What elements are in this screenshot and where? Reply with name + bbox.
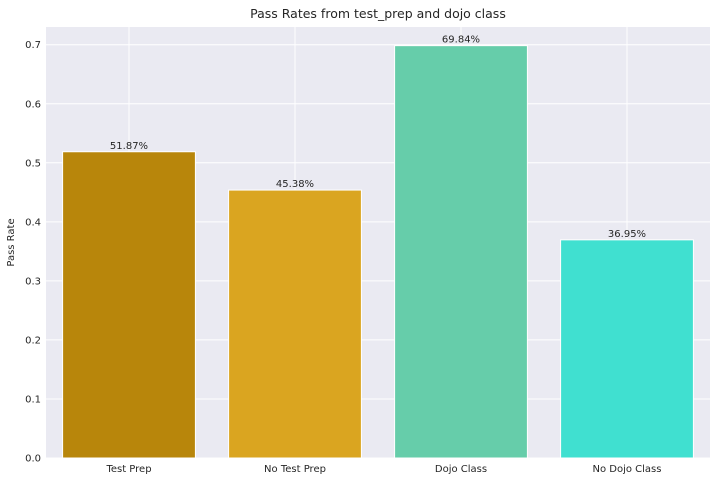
y-tick-label: 0.4 [25,217,41,228]
bar-no-test-prep [228,189,362,459]
y-axis-ticks: 0.0 0.1 0.2 0.3 0.4 0.5 0.6 0.7 [25,40,41,464]
x-tick-label: Dojo Class [435,464,487,475]
bars [62,45,694,459]
y-tick-label: 0.5 [25,158,41,169]
y-tick-label: 0.7 [25,40,41,51]
y-tick-label: 0.6 [25,99,41,110]
y-tick-label: 0.1 [25,394,41,405]
y-axis-label: Pass Rate [6,218,17,266]
x-axis-ticks: Test Prep No Test Prep Dojo Class No Dojo C… [105,464,661,475]
y-tick-label: 0.3 [25,276,41,287]
bar-value-label: 45.38% [276,179,314,190]
data-labels: 51.87% 45.38% 69.84% 36.95% [110,35,646,240]
bar-dojo-class [394,45,528,459]
x-tick-label: No Dojo Class [593,464,662,475]
chart-title: Pass Rates from test_prep and dojo class [250,6,506,21]
y-tick-label: 0.2 [25,335,41,346]
y-tick-label: 0.0 [25,454,41,465]
bar-value-label: 36.95% [608,229,646,240]
bar-test-prep [62,151,196,459]
x-tick-label: Test Prep [105,464,151,475]
bar-no-dojo-class [560,239,694,459]
bar-value-label: 69.84% [442,35,480,46]
bar-value-label: 51.87% [110,141,148,152]
x-tick-label: No Test Prep [264,464,326,475]
